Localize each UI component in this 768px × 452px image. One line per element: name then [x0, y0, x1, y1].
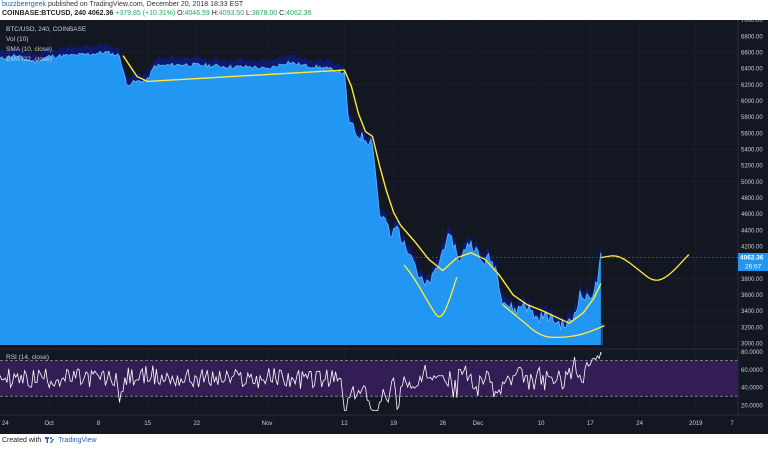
time-axis[interactable]: 24 Oct 8 15 22 Nov 12 19 26 Dec 10 17 24 2019 7: [2, 421, 734, 427]
author-link[interactable]: buzzbeergeek: [2, 1, 46, 8]
y-tick-label: 3400.00: [741, 309, 763, 315]
price-axis[interactable]: 7000.00 6800.00 6600.00 6400.00 6200.00 6000.…: [741, 20, 763, 348]
drawings: [403, 254, 690, 339]
y-tick-label: 5800.00: [741, 115, 763, 121]
drawing-projection: [600, 254, 690, 281]
price-line: [0, 50, 602, 330]
open-label: O:: [177, 10, 185, 17]
close-label: C:: [279, 10, 287, 17]
x-tick-label: 26: [439, 421, 446, 427]
y-tick-label: 7000.00: [741, 20, 763, 24]
x-tick-label: 24: [2, 421, 9, 427]
footer-brand[interactable]: TradingView: [58, 437, 97, 444]
x-tick-label: 22: [193, 421, 200, 427]
close-value: 4062.36: [286, 10, 312, 17]
legend: BTC/USD, 240, COINBASE Vol (10) SMA (10,…: [6, 26, 87, 63]
drawing-arc-1: [403, 264, 458, 318]
ema-line: [122, 55, 602, 325]
y-tick-label: 3200.00: [741, 325, 763, 331]
y-tick-label: 4400.00: [741, 228, 763, 234]
x-tick-label: 17: [587, 421, 594, 427]
legend-title: BTC/USD, 240, COINBASE: [6, 26, 87, 33]
x-tick-label: 19: [390, 421, 397, 427]
low-label: L:: [246, 10, 252, 17]
rsi-band-lines: [0, 360, 738, 397]
drawing-arc-2: [502, 304, 605, 339]
high-label: H:: [211, 10, 219, 17]
legend-sma: SMA (10, close): [6, 46, 52, 53]
price-label-text: 4062.36: [740, 254, 764, 261]
chart-canvas[interactable]: 7000.00 6800.00 6600.00 6400.00 6200.00 6000.…: [0, 20, 768, 434]
y-tick-label: 6000.00: [741, 99, 763, 105]
y-tick-label: 3600.00: [741, 293, 763, 299]
ohlc-line: COINBASE:BTCUSD, 240 4062.36 +379.85 (+1…: [2, 10, 311, 17]
price-area: [0, 51, 601, 346]
low-value: 3878.00: [251, 10, 278, 17]
countdown-label-text: 26:07: [745, 263, 762, 270]
symbol-text: COINBASE:BTCUSD, 240: [2, 10, 87, 17]
open-value: 4046.59: [184, 10, 210, 17]
tradingview-logo-icon: [45, 437, 55, 444]
y-tick-label: 4200.00: [741, 245, 763, 251]
rsi-tick-label: 80.0000: [741, 350, 763, 356]
footer: Created with TradingView: [2, 437, 97, 444]
y-tick-label: 6400.00: [741, 67, 763, 73]
rsi-tick-label: 40.0000: [741, 386, 763, 392]
legend-ema: EMA (22, close): [6, 56, 52, 63]
x-tick-label: 10: [538, 421, 545, 427]
x-tick-label: Nov: [262, 421, 273, 427]
y-tick-label: 3000.00: [741, 342, 763, 348]
high-value: 4093.50: [218, 10, 245, 17]
rsi-legend: RSI (14, close): [6, 354, 49, 361]
y-tick-label: 5400.00: [741, 148, 763, 154]
y-tick-label: 4600.00: [741, 212, 763, 218]
y-tick-label: 3800.00: [741, 277, 763, 283]
y-tick-label: 6600.00: [741, 51, 763, 57]
x-tick-label: 15: [144, 421, 151, 427]
price-label-badge: 4062.36 26:07: [738, 252, 768, 271]
y-tick-label: 5600.00: [741, 131, 763, 137]
publish-line: buzzbeergeek published on TradingView.co…: [2, 1, 243, 8]
footer-prefix: Created with: [2, 437, 42, 444]
y-tick-label: 6200.00: [741, 83, 763, 89]
x-tick-label: 7: [730, 421, 734, 427]
rsi-tick-label: 60.0000: [741, 368, 763, 374]
rsi-tick-label: 20.0000: [741, 403, 763, 409]
legend-vol: Vol (10): [6, 36, 28, 43]
y-tick-label: 4800.00: [741, 196, 763, 202]
x-tick-label: Oct: [45, 421, 55, 427]
rsi-axis[interactable]: 80.0000 60.0000 40.0000 20.0000: [741, 350, 763, 409]
x-tick-label: 2019: [689, 421, 703, 427]
last-price-text: 4062.36: [87, 10, 114, 17]
axis-background: [738, 20, 768, 434]
change-text: +379.85 (+10.31%): [115, 10, 176, 17]
y-tick-label: 6800.00: [741, 34, 763, 40]
rsi-line: [0, 351, 602, 411]
x-tick-label: Dec: [473, 421, 484, 427]
volume-bar: [600, 323, 603, 345]
x-tick-label: 24: [636, 421, 643, 427]
y-tick-label: 5200.00: [741, 164, 763, 170]
published-text: published on TradingView.com, December 2…: [47, 1, 244, 8]
x-tick-label: 8: [97, 421, 101, 427]
x-tick-label: 12: [341, 421, 348, 427]
y-tick-label: 5000.00: [741, 180, 763, 186]
